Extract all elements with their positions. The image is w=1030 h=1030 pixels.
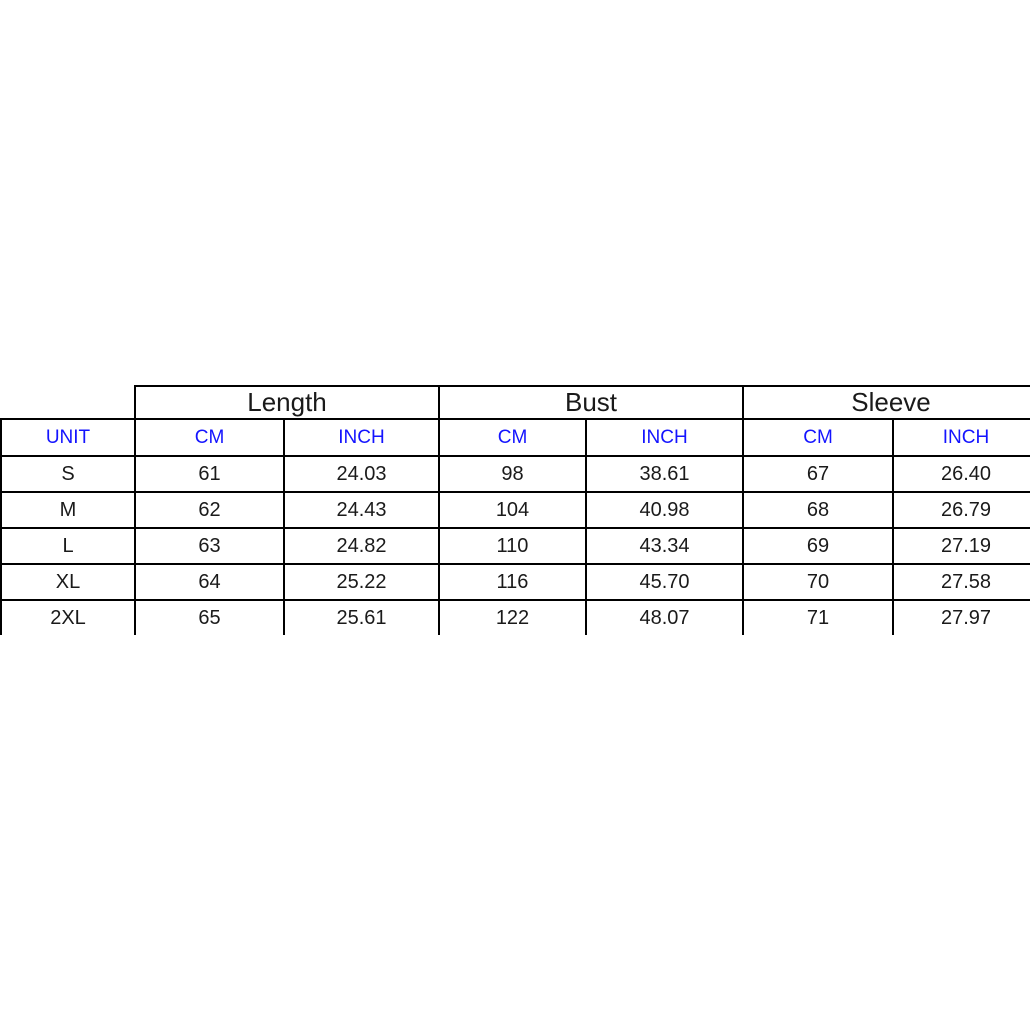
subheader-length-cm: CM: [134, 418, 285, 457]
subheader-row: UNIT CM INCH CM INCH CM INCH: [0, 418, 1030, 457]
table-cell: 61: [134, 455, 285, 493]
group-header-row: Length Bust Sleeve: [1, 385, 1030, 420]
table-cell: 63: [134, 527, 285, 565]
table-cell: 24.82: [283, 527, 440, 565]
subheader-bust-inch: INCH: [585, 418, 744, 457]
table-cell: 65: [134, 599, 285, 635]
table-cell: 116: [438, 563, 587, 601]
table-cell: 24.03: [283, 455, 440, 493]
size-label: M: [0, 491, 136, 529]
subheader-sleeve-inch: INCH: [892, 418, 1030, 457]
table-cell: 27.19: [892, 527, 1030, 565]
table-cell: 26.79: [892, 491, 1030, 529]
subheader-sleeve-cm: CM: [742, 418, 894, 457]
header-stub-cell: [1, 386, 136, 420]
subheader-bust-cm: CM: [438, 418, 587, 457]
table-row-m: M 62 24.43 104 40.98 68 26.79: [0, 491, 1030, 529]
table-cell: 24.43: [283, 491, 440, 529]
table-row-2xl: 2XL 65 25.61 122 48.07 71 27.97: [0, 599, 1030, 635]
table-cell: 27.58: [892, 563, 1030, 601]
subheader-length-inch: INCH: [283, 418, 440, 457]
table-cell: 71: [742, 599, 894, 635]
group-header-length: Length: [134, 385, 440, 420]
table-cell: 104: [438, 491, 587, 529]
size-chart-table: Length Bust Sleeve UNIT CM INCH CM INCH …: [0, 385, 1030, 635]
subheader-unit: UNIT: [0, 418, 136, 457]
group-header-sleeve: Sleeve: [742, 385, 1030, 420]
table-cell: 62: [134, 491, 285, 529]
table-cell: 69: [742, 527, 894, 565]
size-label: 2XL: [0, 599, 136, 635]
table-cell: 67: [742, 455, 894, 493]
table-cell: 70: [742, 563, 894, 601]
size-label: XL: [0, 563, 136, 601]
table-cell: 48.07: [585, 599, 744, 635]
table-cell: 98: [438, 455, 587, 493]
group-header-bust: Bust: [438, 385, 744, 420]
table-cell: 64: [134, 563, 285, 601]
table-cell: 25.61: [283, 599, 440, 635]
table-row-xl: XL 64 25.22 116 45.70 70 27.58: [0, 563, 1030, 601]
size-label: L: [0, 527, 136, 565]
table-cell: 122: [438, 599, 587, 635]
table-cell: 68: [742, 491, 894, 529]
table-cell: 27.97: [892, 599, 1030, 635]
size-label: S: [0, 455, 136, 493]
table-cell: 110: [438, 527, 587, 565]
table-cell: 45.70: [585, 563, 744, 601]
table-cell: 43.34: [585, 527, 744, 565]
table-row-l: L 63 24.82 110 43.34 69 27.19: [0, 527, 1030, 565]
table-cell: 25.22: [283, 563, 440, 601]
table-cell: 38.61: [585, 455, 744, 493]
table-cell: 26.40: [892, 455, 1030, 493]
table-cell: 40.98: [585, 491, 744, 529]
table-row-s: S 61 24.03 98 38.61 67 26.40: [0, 455, 1030, 493]
